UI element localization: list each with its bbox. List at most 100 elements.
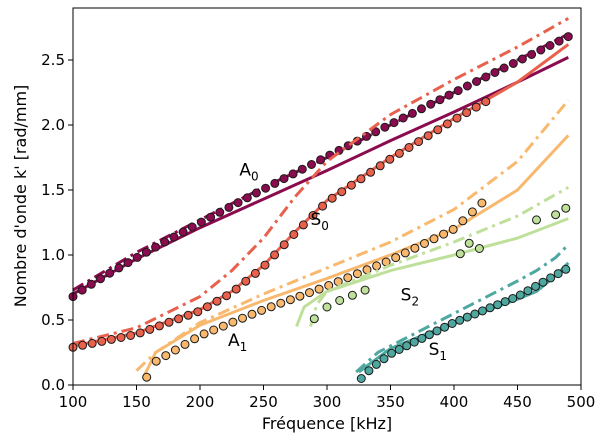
series-a1-point [295, 291, 305, 301]
y-tick-label: 0.0 [41, 376, 65, 394]
series-a0-point [407, 108, 417, 118]
series-a1-point [285, 295, 295, 305]
series-a1-point [228, 317, 238, 327]
x-tick-label: 300 [313, 393, 342, 411]
series-s0-point [404, 143, 414, 152]
y-tick-label: 2.5 [41, 51, 65, 69]
series-a1-point [247, 309, 257, 319]
series-a0-point [233, 198, 243, 208]
series-s2-dashdot-line [309, 186, 570, 327]
series-s0-point [452, 113, 462, 123]
series-s1-point [417, 333, 427, 343]
series-s2-point [360, 285, 370, 295]
series-s1-point [371, 359, 381, 369]
series-a0-point [316, 155, 326, 165]
series-a1-solid-line [141, 134, 570, 380]
series-s1-point [424, 330, 434, 340]
series-s2-point [322, 302, 332, 312]
series-s1-point [500, 297, 510, 307]
series-s1-point [440, 322, 450, 332]
series-a0-point [251, 188, 261, 198]
series-a0-point [417, 104, 426, 114]
x-axis-label: Fréquence [kHz] [262, 414, 392, 433]
series-a1-point [420, 239, 429, 248]
series-s0-point [481, 97, 491, 107]
series-s0-point [337, 187, 347, 197]
series-a0-point [132, 252, 142, 262]
series-s0-point [260, 260, 270, 270]
series-s1-point [485, 303, 495, 313]
series-s1-point [523, 286, 533, 296]
series-s0-point [289, 230, 299, 239]
series-a1-point [257, 305, 267, 315]
series-a0-point [151, 242, 161, 252]
mode-label-a0: A0 [239, 161, 258, 184]
series-s0-point [106, 334, 116, 344]
series-a1-point [199, 329, 209, 339]
series-s0-point [135, 328, 145, 338]
series-a1-point [400, 248, 410, 258]
series-s0-point [97, 336, 107, 346]
series-a1-point [209, 325, 219, 335]
series-a0-point [215, 207, 225, 217]
series-a0-point [508, 59, 518, 68]
series-a0-point [96, 274, 105, 284]
series-a0 [68, 32, 573, 302]
series-s0-point [414, 137, 424, 147]
series-s1-point [432, 326, 442, 336]
series-a0-point [426, 99, 436, 109]
series-a0-point [545, 41, 555, 50]
series-s2-point [335, 296, 345, 305]
series-a0-point [371, 127, 381, 137]
series-a1-point [372, 261, 382, 271]
series-s0-point [366, 167, 376, 177]
series-s2-point [551, 210, 561, 220]
y-tick-label: 0.5 [41, 311, 65, 329]
mode-label-s0: S0 [310, 210, 328, 233]
series-a0-point [307, 160, 316, 169]
series-s1-point [561, 264, 571, 274]
series-a0-point [472, 77, 482, 86]
series-s2-point [532, 215, 541, 225]
series-a1-point [266, 302, 276, 312]
series-s1-point [478, 306, 487, 316]
series-a0-point [114, 263, 124, 273]
series-s0-point [442, 119, 452, 129]
x-tick-label: 100 [59, 393, 88, 411]
series-a0-point [389, 118, 399, 128]
series-a1-point [305, 288, 314, 298]
mode-label-s2: S2 [401, 286, 419, 309]
series-a0-point [169, 232, 179, 242]
series-a0-point [435, 95, 445, 105]
series-s0-point [385, 154, 395, 164]
series-s2-solid-line [295, 217, 569, 328]
series-a1-point [314, 284, 324, 294]
x-tick-label: 200 [186, 393, 215, 411]
series-a1-point [343, 273, 353, 283]
series-a0-point [554, 36, 564, 46]
series-s1-point [455, 315, 465, 325]
series-a1-point [218, 321, 228, 331]
series-s0-point [241, 276, 251, 286]
x-tick-label: 400 [440, 393, 469, 411]
mode-label-a1: A1 [228, 331, 247, 354]
series-s1-point [394, 345, 404, 354]
series-a0-point [206, 212, 216, 222]
series-layer [68, 17, 573, 383]
series-s0-point [202, 302, 212, 312]
series-a0-point [297, 164, 307, 174]
series-a0-point [86, 279, 96, 289]
x-tick-label: 500 [567, 393, 596, 411]
series-a1-point [142, 372, 152, 382]
series-s0-point [183, 310, 193, 320]
series-a0-point [261, 183, 271, 193]
series-s0-point [356, 174, 366, 184]
series-a0-point [536, 45, 546, 55]
series-a0-point [77, 285, 87, 295]
series-s1-point [379, 354, 389, 364]
series-a0-solid-line [72, 56, 569, 296]
series-a0-point [380, 122, 390, 132]
labels-layer: A0 S0 S2 A1 S1 [228, 161, 447, 363]
ticks-layer: 100 150 200 250 300 350 400 450 500 0.0 0.5 1.0 1.5 2… [41, 51, 595, 411]
series-s0-point [87, 338, 97, 348]
